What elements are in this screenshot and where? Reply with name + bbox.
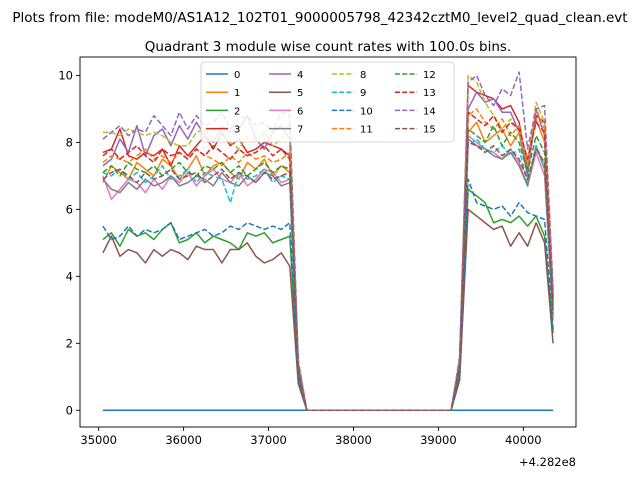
series-line-11	[102, 108, 554, 412]
y-tick-label: 8	[66, 135, 73, 149]
y-tick-label: 2	[66, 336, 73, 350]
series-line-15	[102, 141, 554, 412]
legend-label-3: 3	[234, 125, 240, 136]
suptitle: Plots from file: modeM0/AS1A12_102T01_90…	[12, 10, 627, 26]
legend-frame	[200, 61, 455, 143]
legend-label-14: 14	[423, 106, 436, 117]
y-tick-label: 4	[66, 269, 73, 283]
x-offset-label: +4.282e8	[519, 455, 576, 469]
x-tick-label: 38000	[335, 433, 372, 447]
legend-label-13: 13	[423, 88, 436, 99]
legend-label-7: 7	[297, 125, 303, 136]
legend-label-1: 1	[234, 88, 240, 99]
legend-label-15: 15	[423, 125, 436, 136]
axes-frame	[79, 56, 577, 428]
legend-label-0: 0	[234, 70, 240, 81]
legend-label-5: 5	[297, 88, 303, 99]
x-tick-label: 36000	[165, 433, 202, 447]
legend-label-4: 4	[297, 70, 303, 81]
legend-label-12: 12	[423, 70, 436, 81]
legend-label-9: 9	[360, 88, 366, 99]
x-tick-label: 35000	[80, 433, 117, 447]
y-tick-label: 0	[66, 403, 73, 417]
legend-label-6: 6	[297, 106, 303, 117]
x-tick-label: 40000	[505, 433, 542, 447]
legend-label-10: 10	[360, 106, 373, 117]
chart-title: Quadrant 3 module wise count rates with …	[145, 39, 511, 55]
legend-label-11: 11	[360, 125, 373, 136]
legend-label-2: 2	[234, 106, 240, 117]
y-axis: 0 2 4 6 8 10	[58, 68, 80, 417]
x-tick-label: 37000	[250, 433, 287, 447]
x-axis: 35000 36000 37000 38000 39000 40000	[80, 427, 542, 447]
x-tick-label: 39000	[420, 433, 457, 447]
series-layer	[102, 71, 554, 412]
legend-label-8: 8	[360, 70, 366, 81]
y-tick-label: 6	[66, 202, 73, 216]
y-tick-label: 10	[58, 68, 73, 82]
